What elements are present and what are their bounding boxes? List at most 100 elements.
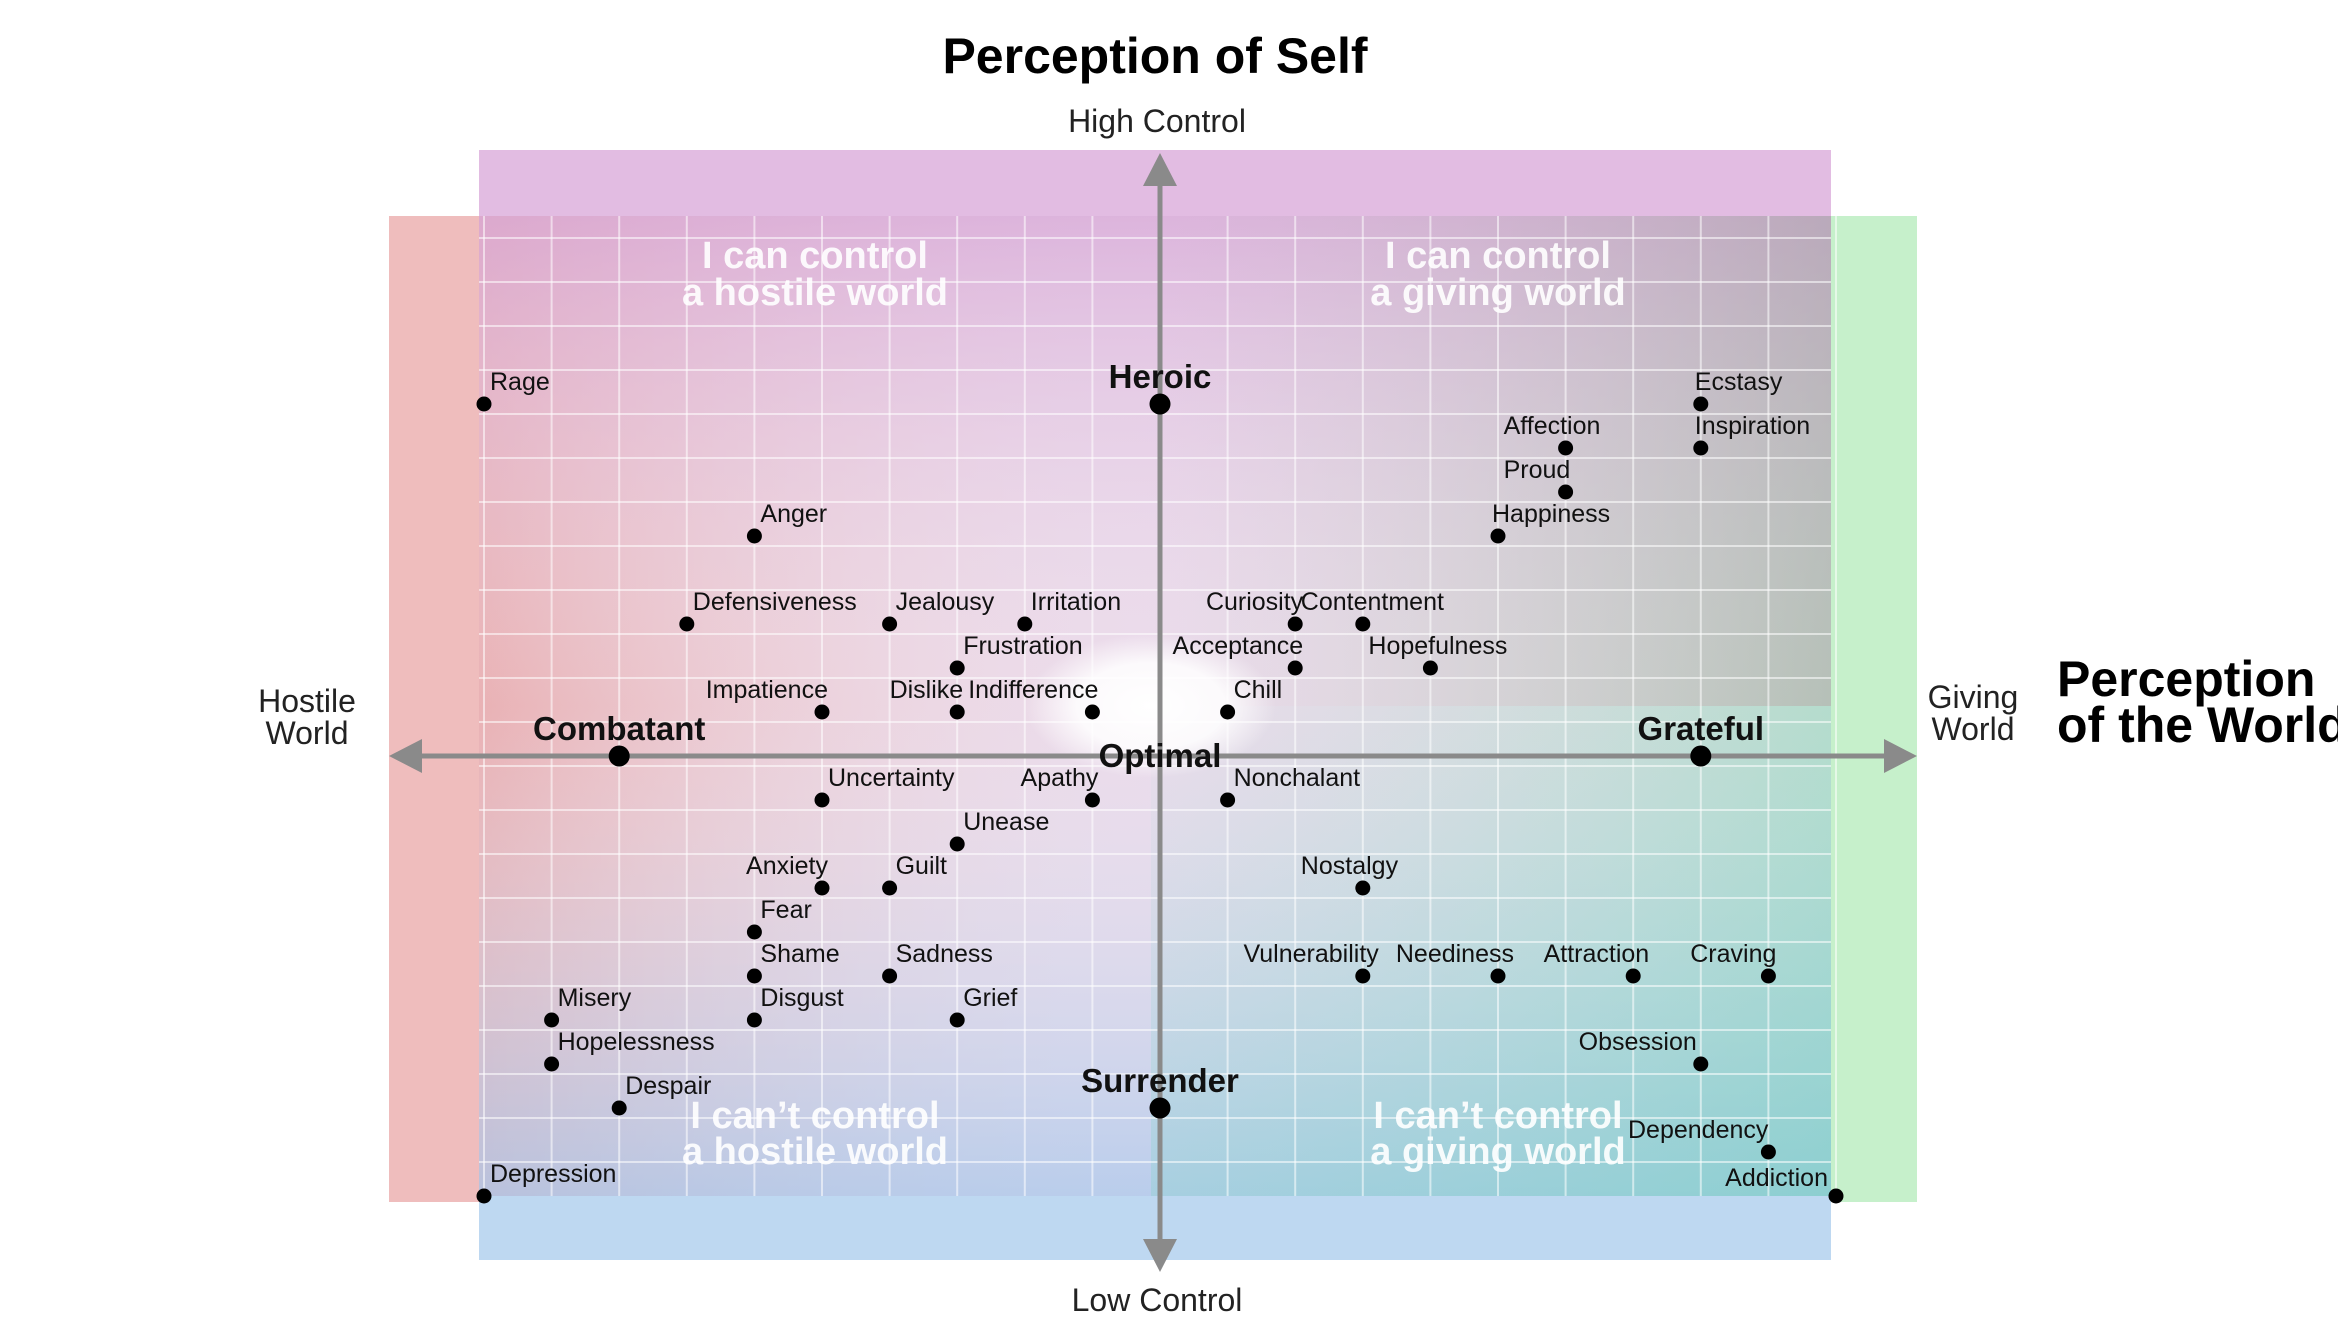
label-anxiety: Anxiety (746, 852, 828, 880)
label-indifference: Indifference (968, 676, 1098, 704)
quadrant-bottom-left-line2: a hostile world (682, 1131, 948, 1173)
giving-world-label-line2: World (1932, 711, 2015, 747)
label-sadness: Sadness (896, 940, 993, 968)
point-irritation (1017, 616, 1033, 632)
point-defensiveness (679, 616, 695, 632)
point-impatience (814, 704, 830, 720)
giving-world-label-line1: Giving (1928, 679, 2019, 715)
label-vulnerability: Vulnerability (1244, 940, 1380, 968)
point-despair (611, 1100, 627, 1116)
label-happiness: Happiness (1492, 500, 1610, 528)
point-vulnerability (1355, 968, 1371, 984)
arrow-down (1143, 1239, 1177, 1272)
quadrant-top-right-line1: I can control (1385, 235, 1611, 277)
anchor-label-heroic: Heroic (1109, 358, 1212, 395)
point-affection (1558, 440, 1574, 456)
high-control-label: High Control (1068, 103, 1246, 139)
hostile-world-label-line1: Hostile (258, 683, 356, 719)
label-impatience: Impatience (706, 676, 828, 704)
label-neediness: Neediness (1396, 940, 1514, 968)
label-nonchalant: Nonchalant (1234, 764, 1361, 792)
arrow-up (1143, 153, 1177, 186)
label-acceptance: Acceptance (1173, 632, 1304, 660)
optimal-glow (1026, 634, 1276, 778)
point-curiosity (1287, 616, 1303, 632)
arrow-left (389, 739, 422, 773)
point-hopefulness (1422, 660, 1438, 676)
point-apathy (1084, 792, 1100, 808)
label-defensiveness: Defensiveness (693, 588, 857, 616)
point-anxiety (814, 880, 830, 896)
point-neediness (1490, 968, 1506, 984)
point-acceptance (1287, 660, 1303, 676)
label-jealousy: Jealousy (896, 588, 995, 616)
label-frustration: Frustration (963, 632, 1082, 660)
anchor-point-surrender (1149, 1097, 1171, 1119)
point-jealousy (882, 616, 898, 632)
anchor-point-combatant (608, 745, 630, 767)
quadrant-top-right-line2: a giving world (1370, 272, 1625, 314)
point-attraction (1625, 968, 1641, 984)
point-sadness (882, 968, 898, 984)
point-uncertainty (814, 792, 830, 808)
label-dependency: Dependency (1628, 1116, 1769, 1144)
point-proud (1558, 484, 1574, 500)
label-rage: Rage (490, 368, 550, 396)
label-affection: Affection (1504, 412, 1601, 440)
label-unease: Unease (963, 808, 1049, 836)
point-fear (746, 924, 762, 940)
point-depression (476, 1188, 492, 1204)
label-chill: Chill (1234, 676, 1283, 704)
label-hopefulness: Hopefulness (1368, 632, 1507, 660)
point-dependency (1760, 1144, 1776, 1160)
point-contentment (1355, 616, 1371, 632)
anchor-point-heroic (1149, 393, 1171, 415)
anchor-label-grateful: Grateful (1638, 710, 1765, 747)
label-anger: Anger (760, 500, 827, 528)
point-indifference (1084, 704, 1100, 720)
low-control-label: Low Control (1072, 1282, 1243, 1318)
label-shame: Shame (760, 940, 839, 968)
label-hopelessness: Hopelessness (558, 1028, 715, 1056)
point-addiction (1828, 1188, 1844, 1204)
label-disgust: Disgust (760, 984, 843, 1012)
quadrant-top-left-line1: I can control (702, 235, 928, 277)
label-guilt: Guilt (896, 852, 947, 880)
arrow-right (1884, 739, 1917, 773)
point-inspiration (1693, 440, 1709, 456)
quadrant-top-left-line2: a hostile world (682, 272, 948, 314)
point-shame (746, 968, 762, 984)
point-ecstasy (1693, 396, 1709, 412)
label-dislike: Dislike (890, 676, 964, 704)
axes (389, 153, 1917, 1272)
point-frustration (949, 660, 965, 676)
emotion-points: Rage Anger Defensiveness Jealousy Irritation… (476, 368, 1844, 1204)
background-bands (389, 150, 1917, 1260)
label-despair: Despair (625, 1072, 711, 1100)
label-uncertainty: Uncertainty (828, 764, 955, 792)
point-happiness (1490, 528, 1506, 544)
bottom-right-tint (1151, 706, 1831, 1196)
label-proud: Proud (1504, 456, 1571, 484)
label-craving: Craving (1690, 940, 1776, 968)
point-unease (949, 836, 965, 852)
hostile-band (389, 216, 479, 1202)
quadrant-labels: I can control a hostile world I can cont… (682, 235, 1626, 1173)
anchor-label-surrender: Surrender (1081, 1062, 1239, 1099)
point-chill (1220, 704, 1236, 720)
label-apathy: Apathy (1021, 764, 1099, 792)
point-guilt (882, 880, 898, 896)
point-rage (476, 396, 492, 412)
top-title: Perception of Self (942, 28, 1367, 84)
quadrant-bottom-right-line2: a giving world (1370, 1131, 1625, 1173)
label-addiction: Addiction (1725, 1164, 1828, 1192)
anchor-label-optimal: Optimal (1099, 737, 1222, 774)
label-obsession: Obsession (1579, 1028, 1697, 1056)
point-disgust (746, 1012, 762, 1028)
anchor-points: Heroic Combatant Grateful Surrender Optimal (533, 358, 1764, 1119)
quadrant-bottom-right-line1: I can’t control (1373, 1095, 1622, 1137)
point-misery (544, 1012, 560, 1028)
point-hopelessness (544, 1056, 560, 1072)
